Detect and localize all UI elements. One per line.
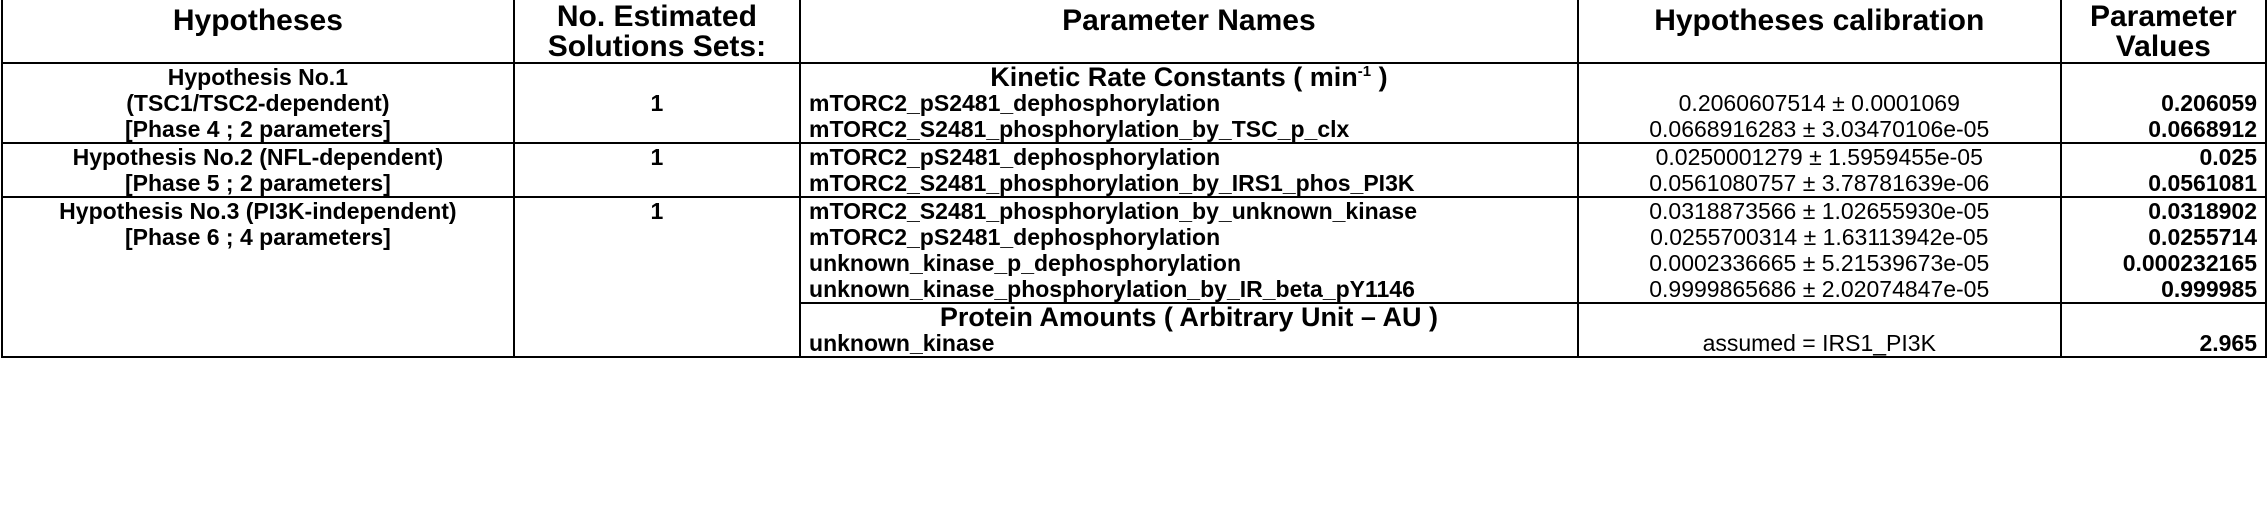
param-value: 0.0255714	[2148, 224, 2257, 250]
values-3-cell: 0.0318902 0.0255714 0.000232165 0.999985	[2059, 196, 2268, 304]
hypothesis-1-cell: Hypothesis No.1 (TSC1/TSC2-dependent) [P…	[1, 62, 515, 144]
hypothesis-3-cell: Hypothesis No.3 (PI3K-independent) [Phas…	[1, 196, 515, 358]
param-value: 0.0668912	[2148, 116, 2257, 142]
protein-calibration-cell: assumed = IRS1_PI3K	[1576, 302, 2062, 358]
param-name: unknown_kinase_p_dephosphorylation	[809, 250, 1241, 276]
calibration-2-cell: 0.0250001279 ± 1.5959455e-05 0.056108075…	[1576, 142, 2062, 198]
hypothesis-1-line-3: [Phase 4 ; 2 parameters]	[124, 116, 391, 142]
header-parameter-values: Parameter Values	[2059, 0, 2268, 64]
calibration-value: 0.0002336665 ± 5.21539673e-05	[1649, 250, 1990, 276]
solutions-2: 1	[650, 144, 664, 170]
hypothesis-2-line-1: Hypothesis No.2 (NFL-dependent)	[72, 144, 444, 170]
hypothesis-2-cell: Hypothesis No.2 (NFL-dependent) [Phase 5…	[1, 142, 515, 198]
calibration-1-cell: 0.2060607514 ± 0.0001069 0.0668916283 ± …	[1576, 62, 2062, 144]
calibration-value: 0.0561080757 ± 3.78781639e-06	[1649, 170, 1990, 196]
protein-values-cell: 2.965	[2059, 302, 2268, 358]
param-value: 0.025	[2199, 144, 2257, 170]
calibration-value: assumed = IRS1_PI3K	[1702, 330, 1936, 356]
header-hypotheses: Hypotheses	[1, 0, 515, 64]
param-name: mTORC2_S2481_phosphorylation_by_TSC_p_cl…	[809, 116, 1350, 142]
header-parameter-names: Parameter Names	[799, 0, 1579, 64]
param-name: mTORC2_pS2481_dephosphorylation	[809, 90, 1221, 116]
hypothesis-1-line-2: (TSC1/TSC2-dependent)	[126, 90, 390, 116]
protein-names-cell: Protein Amounts ( Arbitrary Unit – AU ) …	[799, 302, 1579, 358]
calibration-value: 0.0250001279 ± 1.5959455e-05	[1655, 144, 1983, 170]
protein-section-title: Protein Amounts ( Arbitrary Unit – AU )	[939, 302, 1438, 332]
param-value: 0.206059	[2161, 90, 2257, 116]
solutions-2-cell: 1	[512, 142, 802, 198]
param-names-1-cell: Kinetic Rate Constants ( min-1 ) mTORC2_…	[799, 62, 1579, 144]
param-value: 0.0561081	[2148, 170, 2257, 196]
values-1-cell: 0.206059 0.0668912	[2059, 62, 2268, 144]
param-name: mTORC2_S2481_phosphorylation_by_IRS1_pho…	[809, 170, 1415, 196]
hypothesis-3-line-1: Hypothesis No.3 (PI3K-independent)	[59, 198, 457, 224]
param-name: mTORC2_S2481_phosphorylation_by_unknown_…	[809, 198, 1418, 224]
solutions-3: 1	[650, 198, 664, 224]
protein-row: Protein Amounts ( Arbitrary Unit – AU ) …	[2, 302, 2268, 358]
hypothesis-row-1: Hypothesis No.1 (TSC1/TSC2-dependent) [P…	[1, 62, 2268, 144]
calibration-value: 0.0668916283 ± 3.03470106e-05	[1649, 116, 1990, 142]
param-name: mTORC2_pS2481_dephosphorylation	[809, 144, 1221, 170]
calibration-value: 0.0318873566 ± 1.02655930e-05	[1649, 198, 1990, 224]
calibration-value: 0.9999865686 ± 2.02074847e-05	[1649, 276, 1990, 302]
calibration-3-cell: 0.0318873566 ± 1.02655930e-05 0.02557003…	[1576, 196, 2062, 304]
param-name: unknown_kinase_phosphorylation_by_IR_bet…	[809, 276, 1415, 302]
param-value: 2.965	[2199, 330, 2257, 356]
param-names-3-cell: mTORC2_S2481_phosphorylation_by_unknown_…	[799, 196, 1579, 304]
hypothesis-row-3: Hypothesis No.3 (PI3K-independent) [Phas…	[1, 196, 2268, 358]
hypothesis-1-line-1: Hypothesis No.1	[167, 64, 348, 90]
solutions-1: 1	[650, 90, 664, 116]
hypothesis-3-line-2: [Phase 6 ; 4 parameters]	[124, 224, 391, 250]
calibration-value: 0.2060607514 ± 0.0001069	[1678, 90, 1960, 116]
param-name: mTORC2_pS2481_dephosphorylation	[809, 224, 1221, 250]
values-2-cell: 0.025 0.0561081	[2059, 142, 2268, 198]
hypothesis-row-2: Hypothesis No.2 (NFL-dependent) [Phase 5…	[1, 142, 2268, 198]
calibration-value: 0.0255700314 ± 1.63113942e-05	[1650, 224, 1989, 250]
param-value: 0.999985	[2161, 276, 2257, 302]
hypotheses-table-main: Hypotheses No. Estimated Solutions Sets: …	[1, 0, 2268, 358]
param-value: 0.0318902	[2148, 198, 2257, 224]
header-calibration: Hypotheses calibration	[1576, 0, 2062, 64]
solutions-3-cell: 1	[512, 196, 802, 358]
param-name: unknown_kinase	[809, 330, 995, 356]
header-no-estimated: No. Estimated Solutions Sets:	[512, 0, 802, 64]
hypothesis-2-line-2: [Phase 5 ; 2 parameters]	[124, 170, 391, 196]
param-value: 0.000232165	[2122, 250, 2257, 276]
solutions-1-cell: 1	[512, 62, 802, 144]
kinetic-section-title: Kinetic Rate Constants ( min-1 )	[990, 62, 1388, 92]
param-names-2-cell: mTORC2_pS2481_dephosphorylation mTORC2_S…	[799, 142, 1579, 198]
header-row: Hypotheses No. Estimated Solutions Sets: …	[1, 0, 2268, 64]
